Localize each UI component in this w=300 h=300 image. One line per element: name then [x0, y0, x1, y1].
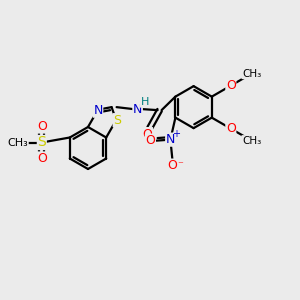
- Text: O: O: [143, 128, 152, 141]
- Text: N: N: [133, 103, 142, 116]
- Text: ⁻: ⁻: [178, 160, 183, 171]
- Text: S: S: [38, 136, 46, 149]
- Text: S: S: [113, 114, 121, 127]
- Text: O: O: [226, 122, 236, 135]
- Text: O: O: [146, 134, 155, 147]
- Text: +: +: [172, 129, 180, 139]
- Text: N: N: [93, 104, 103, 117]
- Text: O: O: [37, 120, 47, 133]
- Text: O: O: [167, 159, 177, 172]
- Text: CH₃: CH₃: [242, 136, 261, 146]
- Text: O: O: [37, 152, 47, 165]
- Text: N: N: [166, 133, 175, 146]
- Text: O: O: [226, 79, 236, 92]
- Text: H: H: [140, 97, 149, 107]
- Text: CH₃: CH₃: [8, 137, 28, 148]
- Text: CH₃: CH₃: [242, 69, 261, 79]
